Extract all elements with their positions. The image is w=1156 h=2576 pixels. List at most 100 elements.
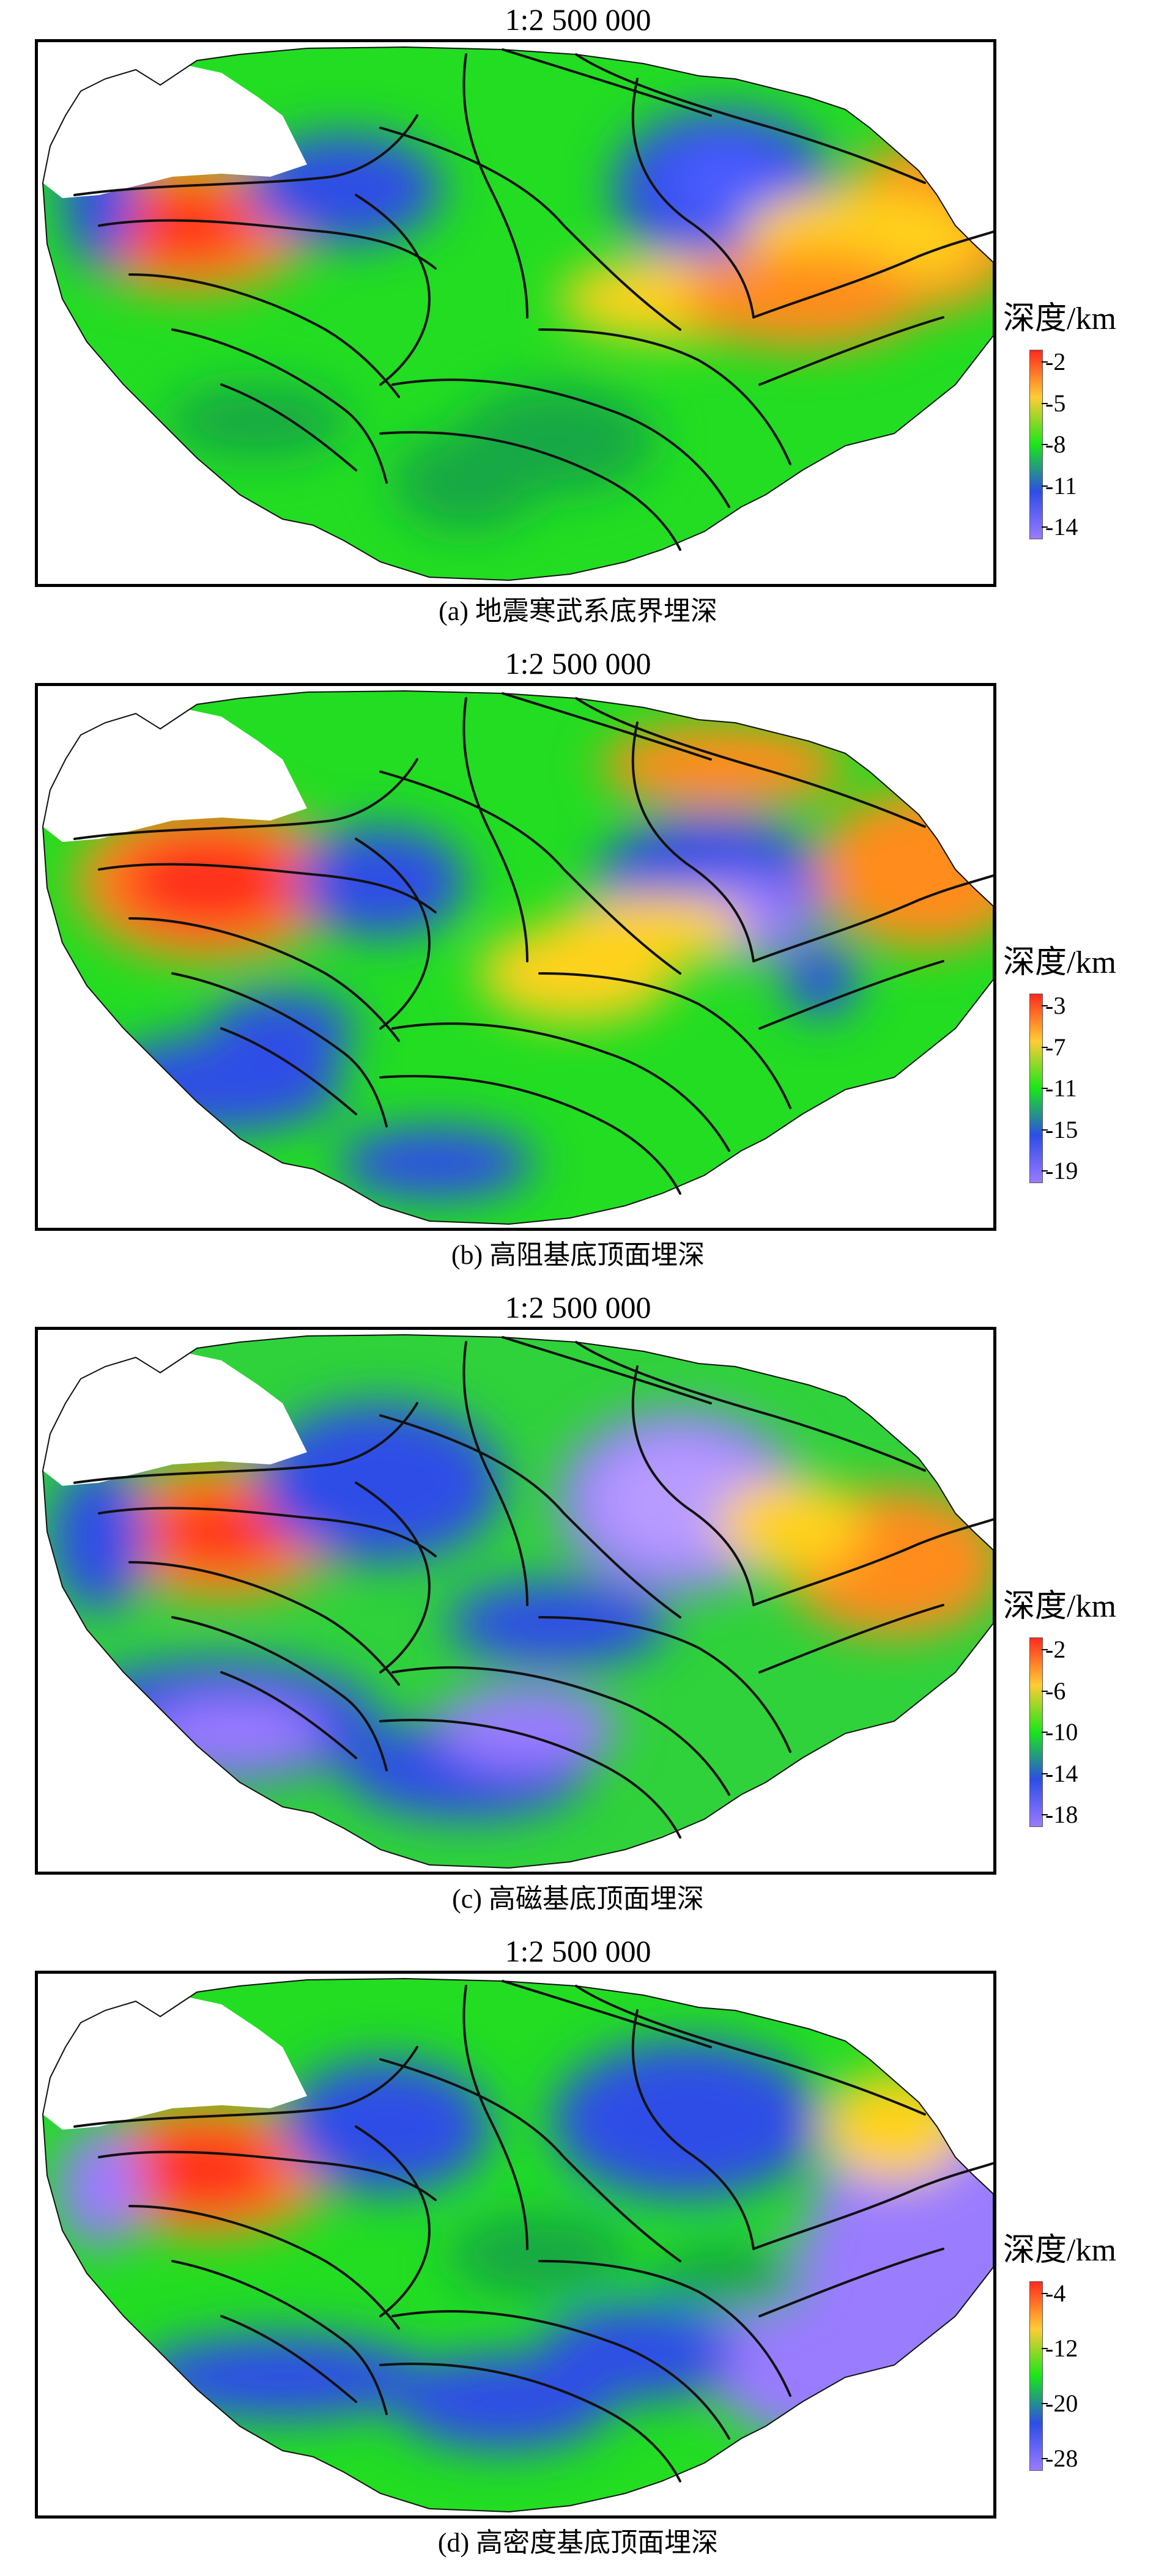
depth-anomaly: [295, 827, 466, 937]
fault-line: [355, 2125, 431, 2317]
basin-boundary: [42, 1334, 993, 1869]
color-bar: [1029, 994, 1043, 1183]
depth-field: [43, 691, 993, 1224]
fault-line: [220, 383, 357, 471]
depth-anomaly: [650, 2243, 809, 2316]
figure-caption: (d) 高密度基底顶面埋深: [437, 2528, 719, 2558]
fault-line: [502, 48, 712, 117]
fault-line: [73, 1402, 418, 1484]
depth-anomaly: [166, 385, 350, 458]
color-bar-tick: -20: [1041, 2390, 1078, 2417]
depth-anomaly: [56, 2127, 142, 2249]
fault-line: [220, 1671, 357, 1759]
depth-map: [42, 1334, 993, 1869]
fault-line: [752, 874, 993, 962]
color-bar-tick: -4: [1041, 2279, 1066, 2307]
figure-caption: (b) 高阻基底顶面埋深: [451, 1240, 705, 1270]
depth-anomaly: [338, 1126, 533, 1200]
fault-line: [379, 1719, 681, 1839]
depth-map: [42, 46, 993, 581]
color-bar-tick: -11: [1042, 471, 1077, 500]
fault-line: [631, 2009, 755, 2250]
fault-line: [171, 1616, 388, 1771]
color-bar-tick: -28: [1041, 2445, 1078, 2472]
fault-line: [462, 1985, 528, 2250]
depth-anomaly: [111, 189, 258, 262]
fault-line: [502, 1980, 712, 2048]
depth-map: [42, 690, 993, 1225]
scale-label: 1:2 500 000: [505, 2, 651, 37]
fault-line: [631, 1365, 755, 1606]
depth-field: [43, 1335, 993, 1868]
map-panel-d: 1:2 500 000 深度/km -4 -12 -20 -28 (d) 高密度基底顶…: [0, 1932, 1156, 2575]
figure-caption: (a) 地震寒武系底界埋深: [439, 596, 717, 626]
fault-line: [220, 2315, 357, 2403]
depth-anomaly: [142, 1697, 325, 1770]
basin-boundary: [42, 46, 993, 581]
scale-label: 1:2 500 000: [505, 646, 651, 681]
color-bar-tick: -2: [1041, 348, 1066, 375]
depth-anomaly: [393, 434, 539, 531]
depth-field: [43, 47, 993, 580]
depth-anomaly: [552, 894, 747, 967]
map-panel-b: 1:2 500 000 深度/km -3 -7 -11 -15 -19 (b) 高阻基底…: [0, 644, 1156, 1288]
map-panel-c: 1:2 500 000 深度/km -2 -6 -10 -14 -18 (c) 高磁基底…: [0, 1288, 1156, 1932]
fault-line: [538, 2260, 791, 2397]
figure-caption: (c) 高磁基底顶面埋深: [452, 1884, 704, 1914]
legend-title: 深度/km: [1003, 301, 1116, 336]
fault-line: [73, 758, 418, 840]
depth-anomaly: [117, 833, 301, 931]
fault-line: [758, 2248, 944, 2317]
color-bar-tick: -2: [1041, 1636, 1066, 1663]
color-bar-tick: -11: [1042, 1074, 1077, 1102]
color-bar-tick: -5: [1041, 389, 1066, 417]
fault-line: [355, 1482, 431, 1674]
fault-line: [391, 378, 730, 508]
depth-map-frame: [35, 1971, 996, 2519]
fault-line: [631, 722, 755, 962]
fault-line: [502, 1336, 712, 1404]
color-bar-tick: -14: [1041, 513, 1078, 541]
fault-line: [379, 770, 681, 975]
color-bar: [1029, 1637, 1043, 1827]
fault-line: [128, 917, 400, 1042]
color-bar-tick: -3: [1041, 992, 1066, 1019]
depth-anomaly: [435, 1685, 619, 1770]
color-bar: [1029, 2281, 1043, 2471]
fault-line: [98, 2150, 437, 2201]
map-panel-a: 1:2 500 000 深度/km -2 -5 -8 -11 -14 (a) 地震寒武系…: [0, 0, 1156, 644]
fault-line: [752, 2162, 993, 2250]
fault-line: [462, 697, 528, 962]
fault-line: [502, 692, 712, 761]
color-bar-tick: -18: [1041, 1801, 1078, 1828]
fault-line: [379, 1414, 681, 1618]
fault-line: [128, 1561, 400, 1686]
fault-line: [98, 219, 437, 270]
depth-field: [43, 1979, 993, 2512]
fault-line: [355, 194, 431, 386]
depth-map-frame: [35, 39, 996, 587]
depth-anomaly: [821, 2072, 968, 2182]
fault-line: [462, 53, 528, 319]
fault-line: [752, 1518, 993, 1606]
fault-line: [575, 1985, 926, 2116]
fault-line: [379, 127, 681, 331]
color-bar-tick: -14: [1041, 1759, 1078, 1787]
depth-anomaly: [448, 2212, 631, 2298]
fault-line: [379, 1075, 681, 1195]
legend-title: 深度/km: [1003, 2233, 1116, 2268]
depth-anomaly: [50, 1464, 148, 1611]
fault-line: [462, 1341, 528, 1606]
fault-line: [171, 972, 388, 1127]
fault-line: [752, 231, 993, 319]
fault-line: [379, 431, 681, 551]
depth-anomaly: [258, 1403, 503, 1562]
color-bar-tick: -6: [1041, 1677, 1066, 1705]
fault-line: [538, 972, 791, 1109]
fault-line: [379, 2363, 681, 2482]
legend-title: 深度/km: [1003, 1589, 1116, 1624]
fault-line: [758, 316, 944, 386]
fault-line: [391, 1022, 730, 1152]
fault-line: [171, 328, 388, 484]
fault-line: [355, 838, 431, 1030]
